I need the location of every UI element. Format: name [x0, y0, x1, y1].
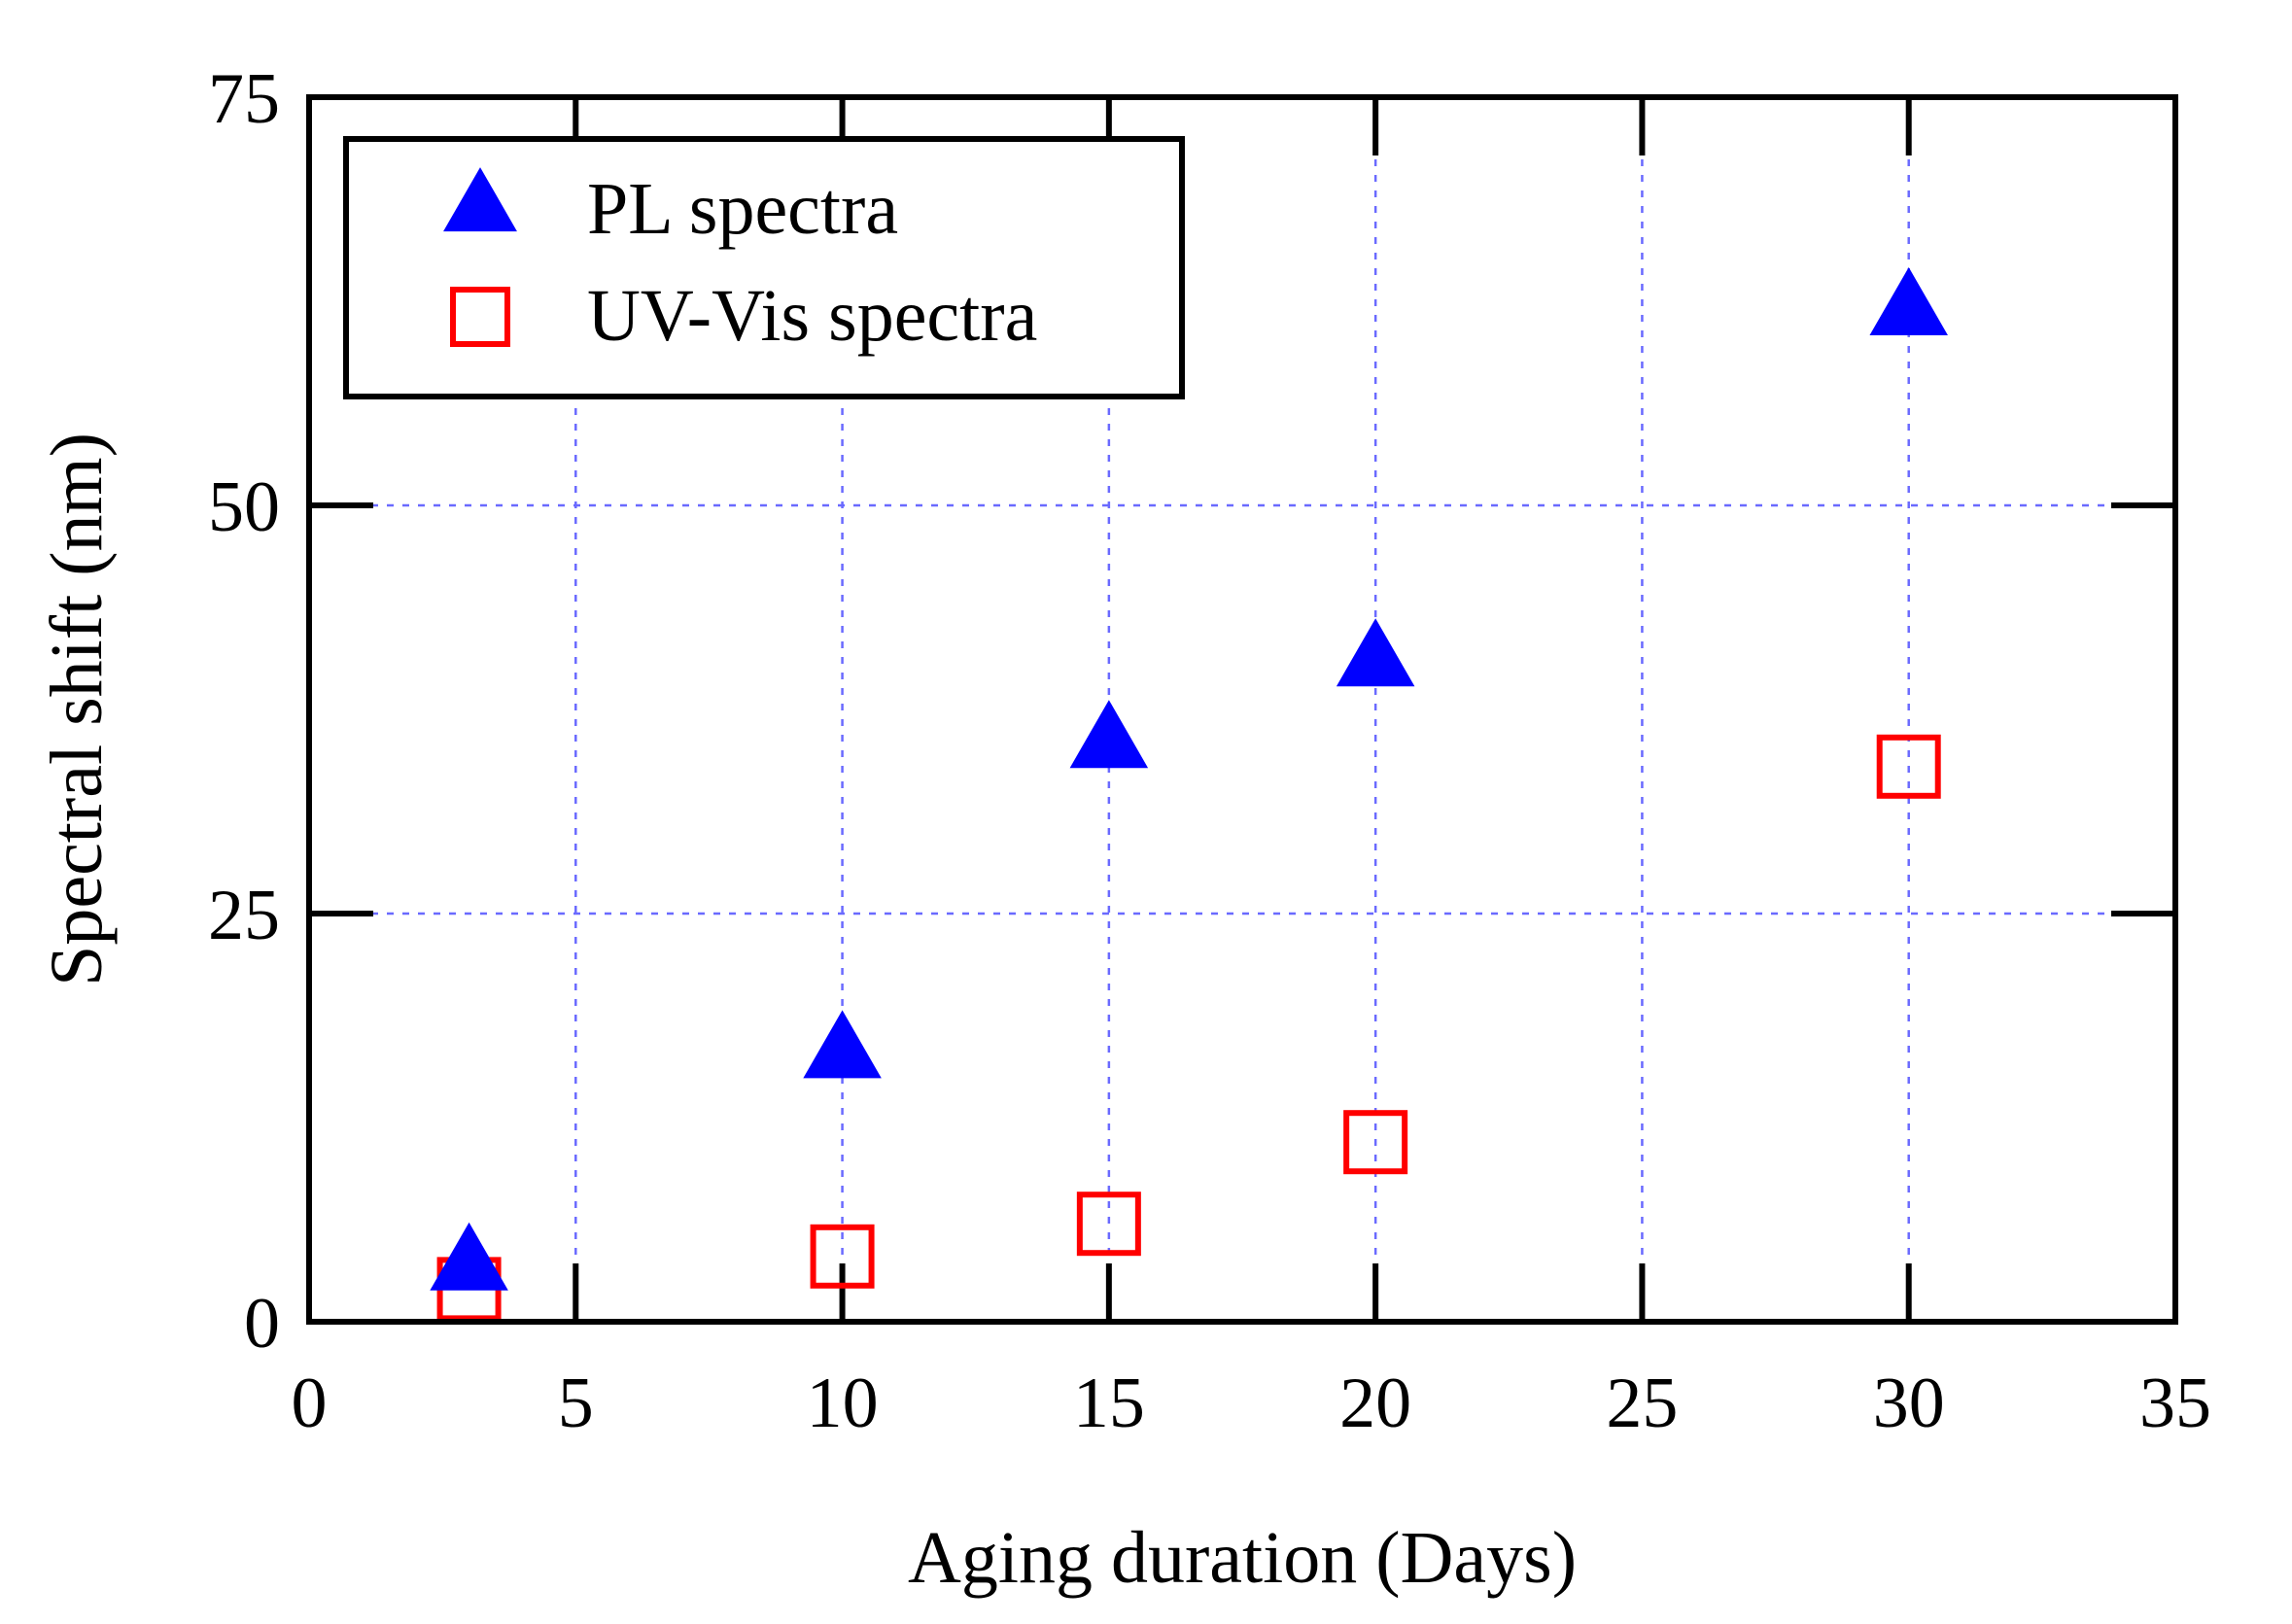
pl-point — [1869, 267, 1948, 335]
x-tick-label: 15 — [1073, 1364, 1145, 1443]
x-tick-label: 20 — [1339, 1364, 1411, 1443]
x-axis-title: Aging duration (Days) — [908, 1517, 1577, 1599]
pl-point — [803, 1010, 882, 1079]
uvvis-point — [810, 1224, 875, 1289]
legend-label-pl: PL spectra — [587, 168, 898, 250]
x-tick-label: 25 — [1606, 1364, 1678, 1443]
x-tick-label: 5 — [558, 1364, 594, 1443]
plot-frame — [306, 94, 2178, 1325]
legend-label-uvvis: UV-Vis spectra — [587, 275, 1037, 357]
x-tick-label: 35 — [2139, 1364, 2211, 1443]
pl-point — [430, 1222, 508, 1291]
pl-point — [1069, 700, 1149, 769]
y-tick-label: 0 — [244, 1284, 280, 1364]
legend-marker-uvvis — [450, 287, 510, 347]
x-tick-label: 0 — [292, 1364, 328, 1443]
y-tick-label: 25 — [208, 876, 280, 955]
x-tick-label: 10 — [807, 1364, 879, 1443]
tick-labels: 0 5 10 15 20 25 30 35 0 25 50 75 — [208, 59, 2211, 1443]
legend: PL spectra UV-Vis spectra — [343, 136, 1185, 399]
uvvis-point — [1876, 734, 1941, 799]
y-tick-label: 50 — [208, 467, 280, 547]
uvvis-point — [1076, 1192, 1141, 1257]
pl-point — [1336, 618, 1415, 687]
data-points — [430, 267, 1948, 1322]
x-tick-label: 30 — [1873, 1364, 1945, 1443]
legend-marker-pl — [443, 167, 517, 232]
y-axis-title: Spectral shift (nm) — [36, 432, 118, 986]
uvvis-point — [1343, 1110, 1408, 1175]
y-tick-label: 75 — [208, 59, 280, 139]
